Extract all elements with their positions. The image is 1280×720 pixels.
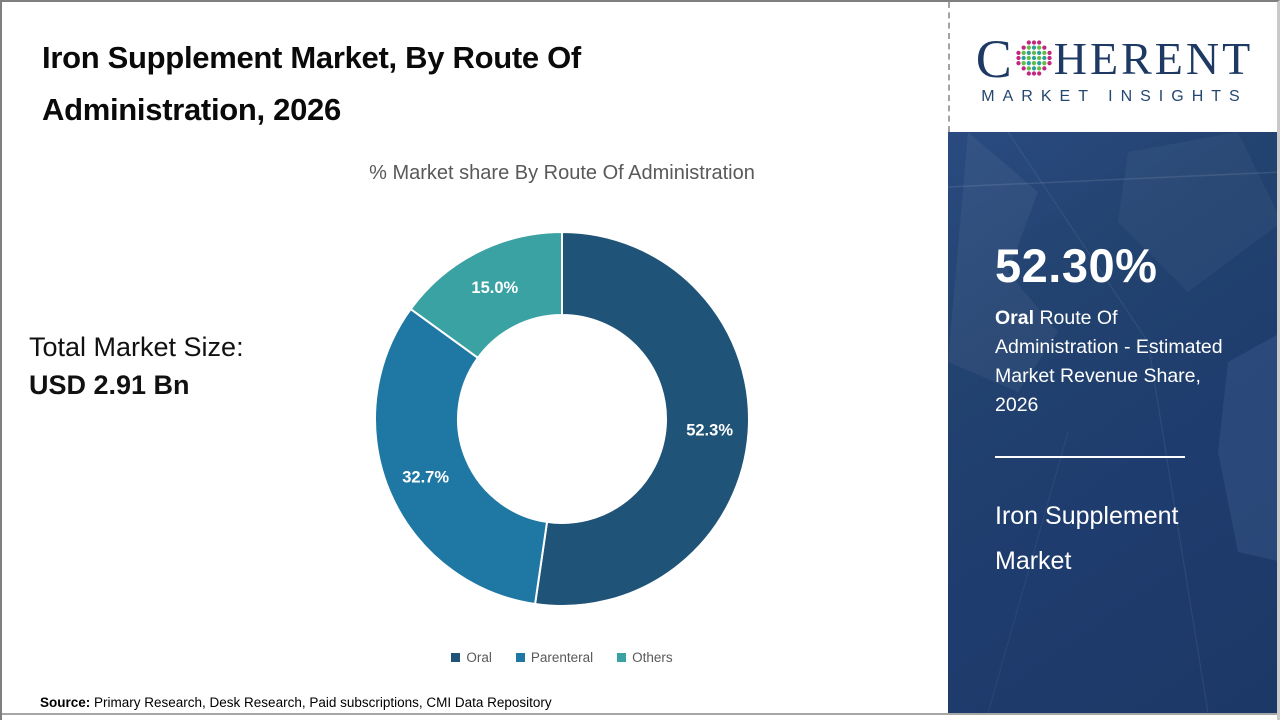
- legend-label-oral: Oral: [466, 650, 492, 665]
- total-market-size-label: Total Market Size:: [29, 332, 244, 362]
- bottom-border-line: [2, 713, 1277, 715]
- logo-letters-rest: HERENT: [1053, 32, 1254, 84]
- chart-legend: Oral Parenteral Others: [202, 650, 922, 665]
- sidebar-stat-description: Oral Route Of Administration - Estimated…: [995, 304, 1225, 420]
- segment-label-others: 15.0%: [471, 279, 518, 297]
- sidebar-map-texture: [948, 132, 1277, 713]
- legend-label-others: Others: [632, 650, 673, 665]
- sidebar-stat-category: Oral: [995, 307, 1035, 329]
- sidebar-stat-desc-text: Route Of Administration - Estimated Mark…: [995, 307, 1223, 416]
- segment-label-parenteral: 32.7%: [402, 468, 449, 486]
- logo-letter-c: C: [975, 28, 1013, 89]
- coherent-logo: C HERENT: [975, 28, 1254, 89]
- legend-swatch-others: [617, 653, 627, 662]
- logo-panel: C HERENT MARKET INSIGHTS: [948, 2, 1277, 132]
- donut-chart-svg: 52.3% 32.7% 15.0%: [374, 230, 750, 607]
- total-market-size-value: USD 2.91 Bn: [29, 370, 190, 400]
- source-label: Source:: [40, 695, 91, 710]
- legend-swatch-oral: [451, 653, 461, 662]
- legend-item-parenteral: Parenteral: [515, 650, 594, 665]
- page-title: Iron Supplement Market, By Route Of Admi…: [42, 40, 581, 127]
- logo-subtext: MARKET INSIGHTS: [981, 87, 1248, 105]
- donut-segment-others: [409, 230, 563, 360]
- sidebar-divider: [995, 456, 1185, 458]
- legend-label-parenteral: Parenteral: [530, 650, 594, 665]
- legend-item-oral: Oral: [451, 650, 492, 665]
- total-market-size-block: Total Market Size: USD 2.91 Bn: [29, 328, 349, 404]
- sidebar: 52.30% Oral Route Of Administration - Es…: [948, 132, 1277, 713]
- legend-swatch-parenteral: [515, 653, 525, 662]
- globe-dots-icon: [1016, 39, 1052, 76]
- segment-label-oral: 52.3%: [686, 422, 733, 440]
- chart-subtitle: % Market share By Route Of Administratio…: [369, 162, 755, 184]
- donut-segment-parenteral: [374, 307, 549, 606]
- sidebar-market-name: Iron Supplement Market: [995, 502, 1179, 575]
- sidebar-stat-value: 52.30%: [995, 239, 1158, 292]
- donut-chart: 52.3% 32.7% 15.0%: [372, 229, 752, 609]
- legend-item-others: Others: [617, 650, 673, 665]
- donut-segment-oral: [533, 230, 750, 607]
- source-text: Primary Research, Desk Research, Paid su…: [90, 695, 552, 710]
- source-line: Source: Primary Research, Desk Research,…: [40, 695, 552, 710]
- sidebar-content: 52.30% Oral Route Of Administration - Es…: [948, 132, 1277, 584]
